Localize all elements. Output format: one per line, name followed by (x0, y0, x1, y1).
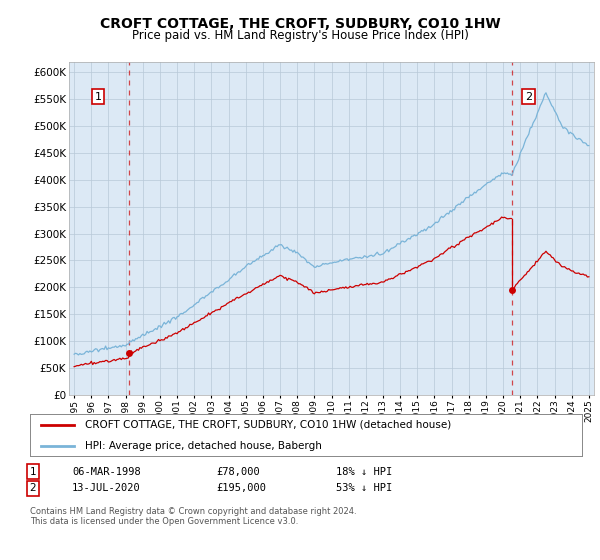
Text: 53% ↓ HPI: 53% ↓ HPI (336, 483, 392, 493)
Text: 06-MAR-1998: 06-MAR-1998 (72, 466, 141, 477)
Text: 18% ↓ HPI: 18% ↓ HPI (336, 466, 392, 477)
Text: 1: 1 (29, 466, 37, 477)
Text: Price paid vs. HM Land Registry's House Price Index (HPI): Price paid vs. HM Land Registry's House … (131, 29, 469, 42)
Text: Contains HM Land Registry data © Crown copyright and database right 2024.
This d: Contains HM Land Registry data © Crown c… (30, 507, 356, 526)
Text: HPI: Average price, detached house, Babergh: HPI: Average price, detached house, Babe… (85, 441, 322, 451)
Text: 1: 1 (95, 91, 101, 101)
Text: CROFT COTTAGE, THE CROFT, SUDBURY, CO10 1HW (detached house): CROFT COTTAGE, THE CROFT, SUDBURY, CO10 … (85, 420, 451, 430)
Text: CROFT COTTAGE, THE CROFT, SUDBURY, CO10 1HW: CROFT COTTAGE, THE CROFT, SUDBURY, CO10 … (100, 17, 500, 31)
Text: 13-JUL-2020: 13-JUL-2020 (72, 483, 141, 493)
Text: £195,000: £195,000 (216, 483, 266, 493)
Text: 2: 2 (525, 91, 532, 101)
Text: 2: 2 (29, 483, 37, 493)
Text: £78,000: £78,000 (216, 466, 260, 477)
